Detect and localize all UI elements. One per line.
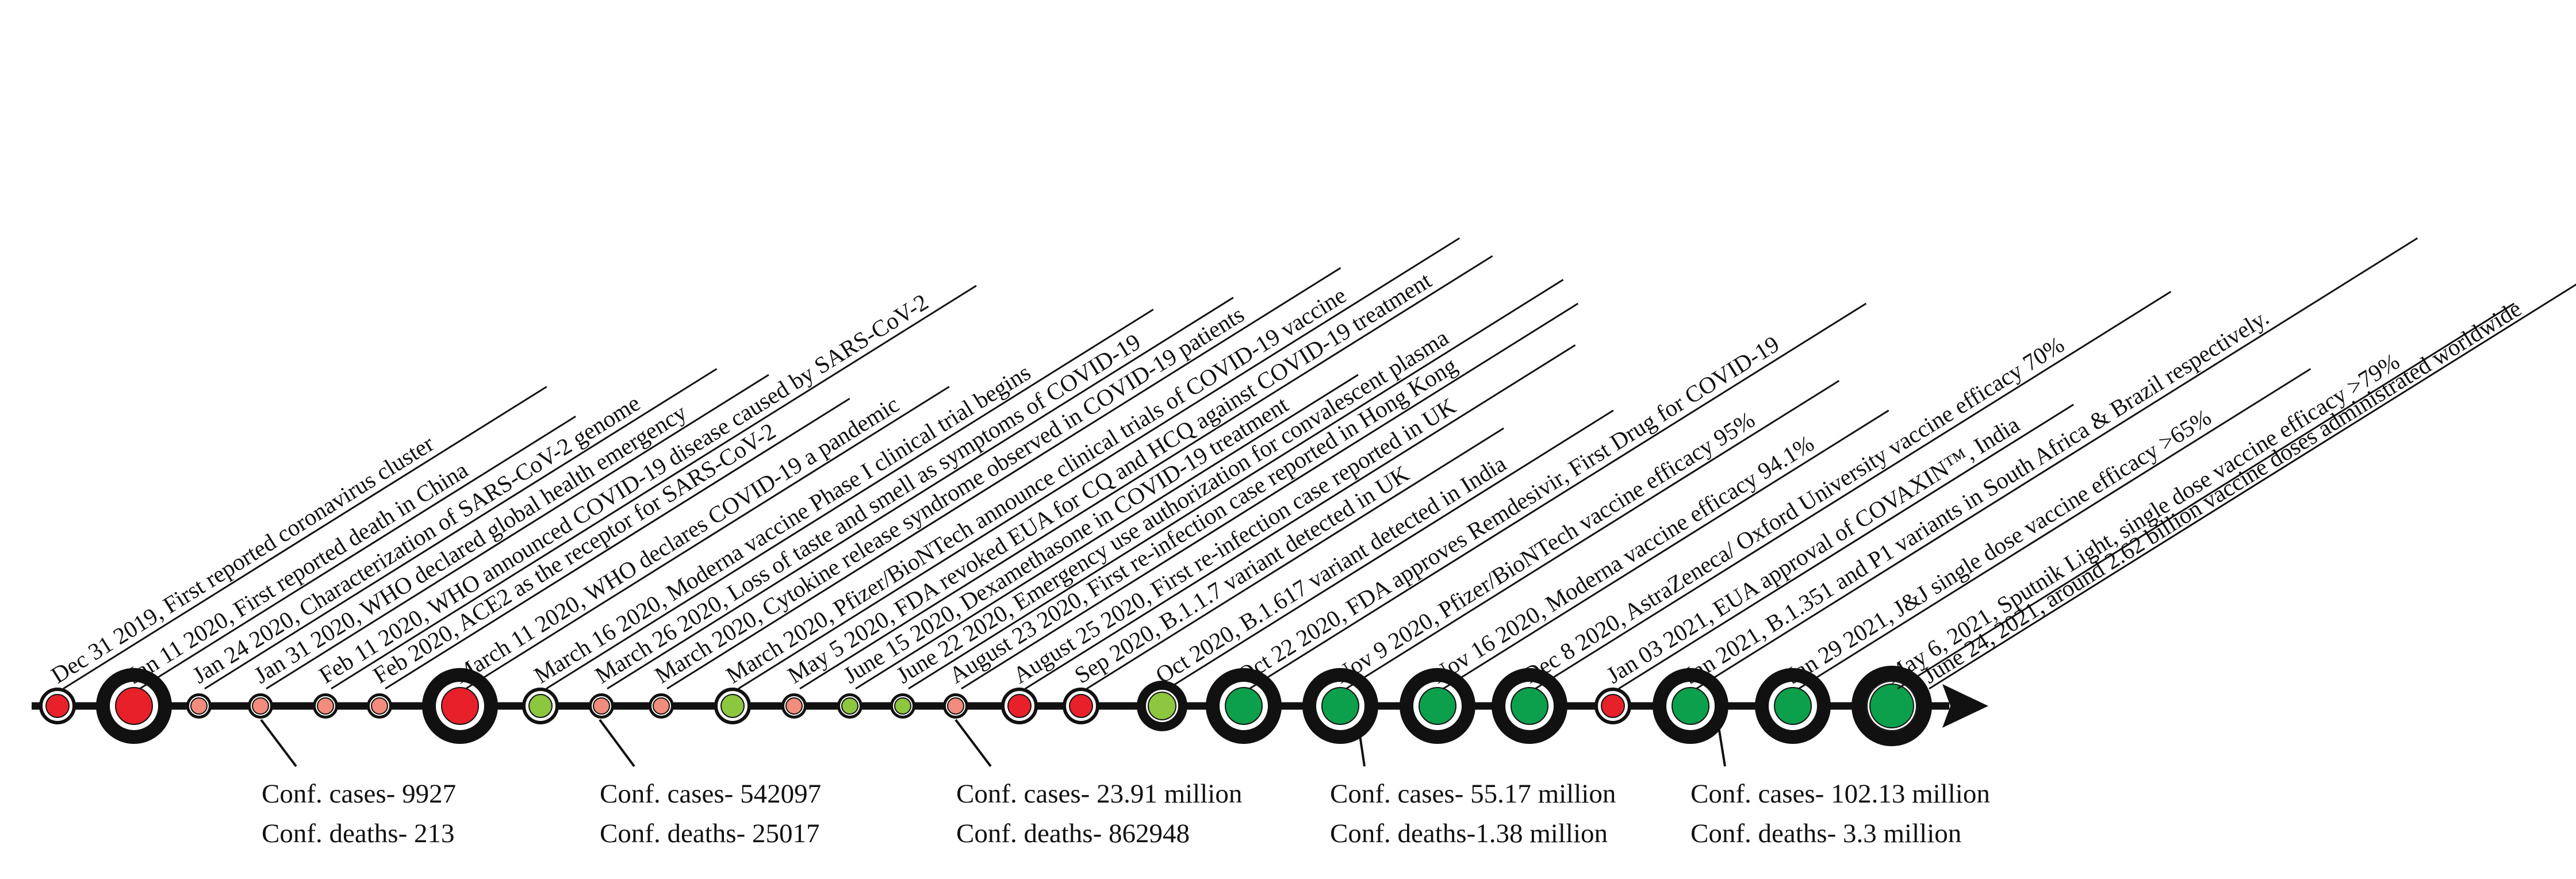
event-leader-line xyxy=(1443,409,1889,690)
event-leader-line xyxy=(1249,302,1867,690)
event-marker-core xyxy=(441,687,479,725)
stat-cases: Conf. cases- 102.13 million xyxy=(1690,779,1990,809)
event-marker-core xyxy=(190,697,208,715)
stat-deaths: Conf. deaths- 25017 xyxy=(600,819,819,849)
event-leader-line xyxy=(385,397,850,690)
event-leader-line xyxy=(1535,290,2172,690)
stat-cases: Conf. cases- 55.17 million xyxy=(1330,779,1616,809)
event-leader-line xyxy=(1897,302,2515,690)
event-marker xyxy=(1001,688,1038,724)
event-marker-core xyxy=(1321,687,1359,725)
event-marker-core xyxy=(841,697,858,715)
event-marker-core xyxy=(785,697,803,715)
stat-deaths: Conf. deaths- 213 xyxy=(262,819,454,849)
event-marker-core xyxy=(1511,687,1548,725)
event-marker xyxy=(422,668,498,744)
event-marker xyxy=(1206,668,1282,744)
event-marker xyxy=(649,693,674,719)
event-marker-core xyxy=(317,697,334,715)
event-marker xyxy=(1594,688,1631,724)
event-leader-line xyxy=(799,255,1493,690)
timeline-arrowhead xyxy=(1942,684,1988,728)
event-marker-core xyxy=(528,694,553,718)
event-leader-line xyxy=(63,386,547,690)
stat-deaths: Conf. deaths-1.38 million xyxy=(1330,819,1608,849)
stat-deaths: Conf. deaths- 862948 xyxy=(956,819,1190,849)
event-leader-line xyxy=(1798,368,2312,690)
event-marker xyxy=(39,688,76,724)
event-leader-line xyxy=(465,386,950,690)
event-marker-core xyxy=(593,697,610,715)
stat-layer: Conf. cases- 9927 Conf. deaths- 213 Conf. … xyxy=(260,719,1990,849)
event-marker xyxy=(186,693,212,719)
event-leader-line xyxy=(204,368,718,690)
stat-cases: Conf. cases- 9927 xyxy=(262,779,456,809)
event-marker-core xyxy=(1007,694,1032,718)
stat-pointer-line xyxy=(599,719,635,767)
event-leader-line xyxy=(1346,379,1840,690)
event-leader-line xyxy=(1086,427,1504,690)
event-marker xyxy=(1653,668,1728,744)
stat-pointer-line xyxy=(954,719,992,767)
event-marker-core xyxy=(1419,687,1456,725)
event-leader-line xyxy=(961,302,1579,690)
event-leader-line xyxy=(1696,237,2418,690)
stat-cases: Conf. cases- 23.91 million xyxy=(956,779,1242,809)
event-marker-core xyxy=(1225,687,1263,725)
event-marker xyxy=(781,693,807,719)
event-leader-line xyxy=(139,415,576,690)
stat-cases: Conf. cases- 542097 xyxy=(600,779,821,809)
event-leader-line xyxy=(546,308,1154,690)
event-leader-line xyxy=(607,297,1234,690)
event-marker-core xyxy=(115,687,153,725)
event-marker-core xyxy=(371,697,388,715)
event-leader-line xyxy=(331,285,977,690)
event-leader-line xyxy=(666,267,1341,690)
event-leader-line xyxy=(1929,283,2576,690)
event-marker xyxy=(837,693,862,719)
event-marker-core xyxy=(1869,684,1914,728)
event-marker-core xyxy=(1672,687,1709,725)
stat-deaths: Conf. deaths- 3.3 million xyxy=(1690,819,1961,849)
event-leader-line xyxy=(738,237,1460,690)
event-leader-line xyxy=(1167,409,1614,690)
event-marker xyxy=(522,688,559,724)
label-layer: Dec 31 2019, First reported coronavirus … xyxy=(46,237,2576,690)
event-marker-core xyxy=(653,697,670,715)
event-leader-line xyxy=(1618,404,2075,690)
event-marker xyxy=(1302,668,1378,744)
event-marker xyxy=(1063,688,1099,724)
event-marker xyxy=(1400,668,1475,744)
event-marker-core xyxy=(45,694,70,718)
event-marker xyxy=(1137,681,1187,731)
event-marker-core xyxy=(252,697,269,715)
event-marker xyxy=(248,693,273,719)
event-marker xyxy=(1492,668,1567,744)
event-leader-line xyxy=(1025,344,1576,690)
event-leader-line xyxy=(908,279,1564,690)
event-marker-core xyxy=(947,697,964,715)
event-marker-core xyxy=(720,694,745,718)
event-marker-core xyxy=(894,697,911,715)
event-marker xyxy=(1851,666,1932,746)
event-marker-core xyxy=(1148,692,1176,720)
event-marker-core xyxy=(1069,694,1093,718)
event-marker-core xyxy=(1601,694,1625,718)
event-marker xyxy=(890,693,915,719)
event-marker xyxy=(1755,668,1831,744)
event-leader-line xyxy=(855,374,1359,690)
event-marker-core xyxy=(1774,687,1812,725)
event-marker xyxy=(943,693,968,719)
event-marker xyxy=(367,693,392,719)
marker-layer xyxy=(39,666,1932,746)
stat-pointer-line xyxy=(260,719,297,767)
event-marker xyxy=(714,688,751,724)
event-marker xyxy=(589,693,614,719)
event-marker xyxy=(313,693,338,719)
event-marker xyxy=(96,668,172,744)
event-leader-line xyxy=(266,374,769,690)
event-marker-inner-ring xyxy=(1866,681,1917,731)
